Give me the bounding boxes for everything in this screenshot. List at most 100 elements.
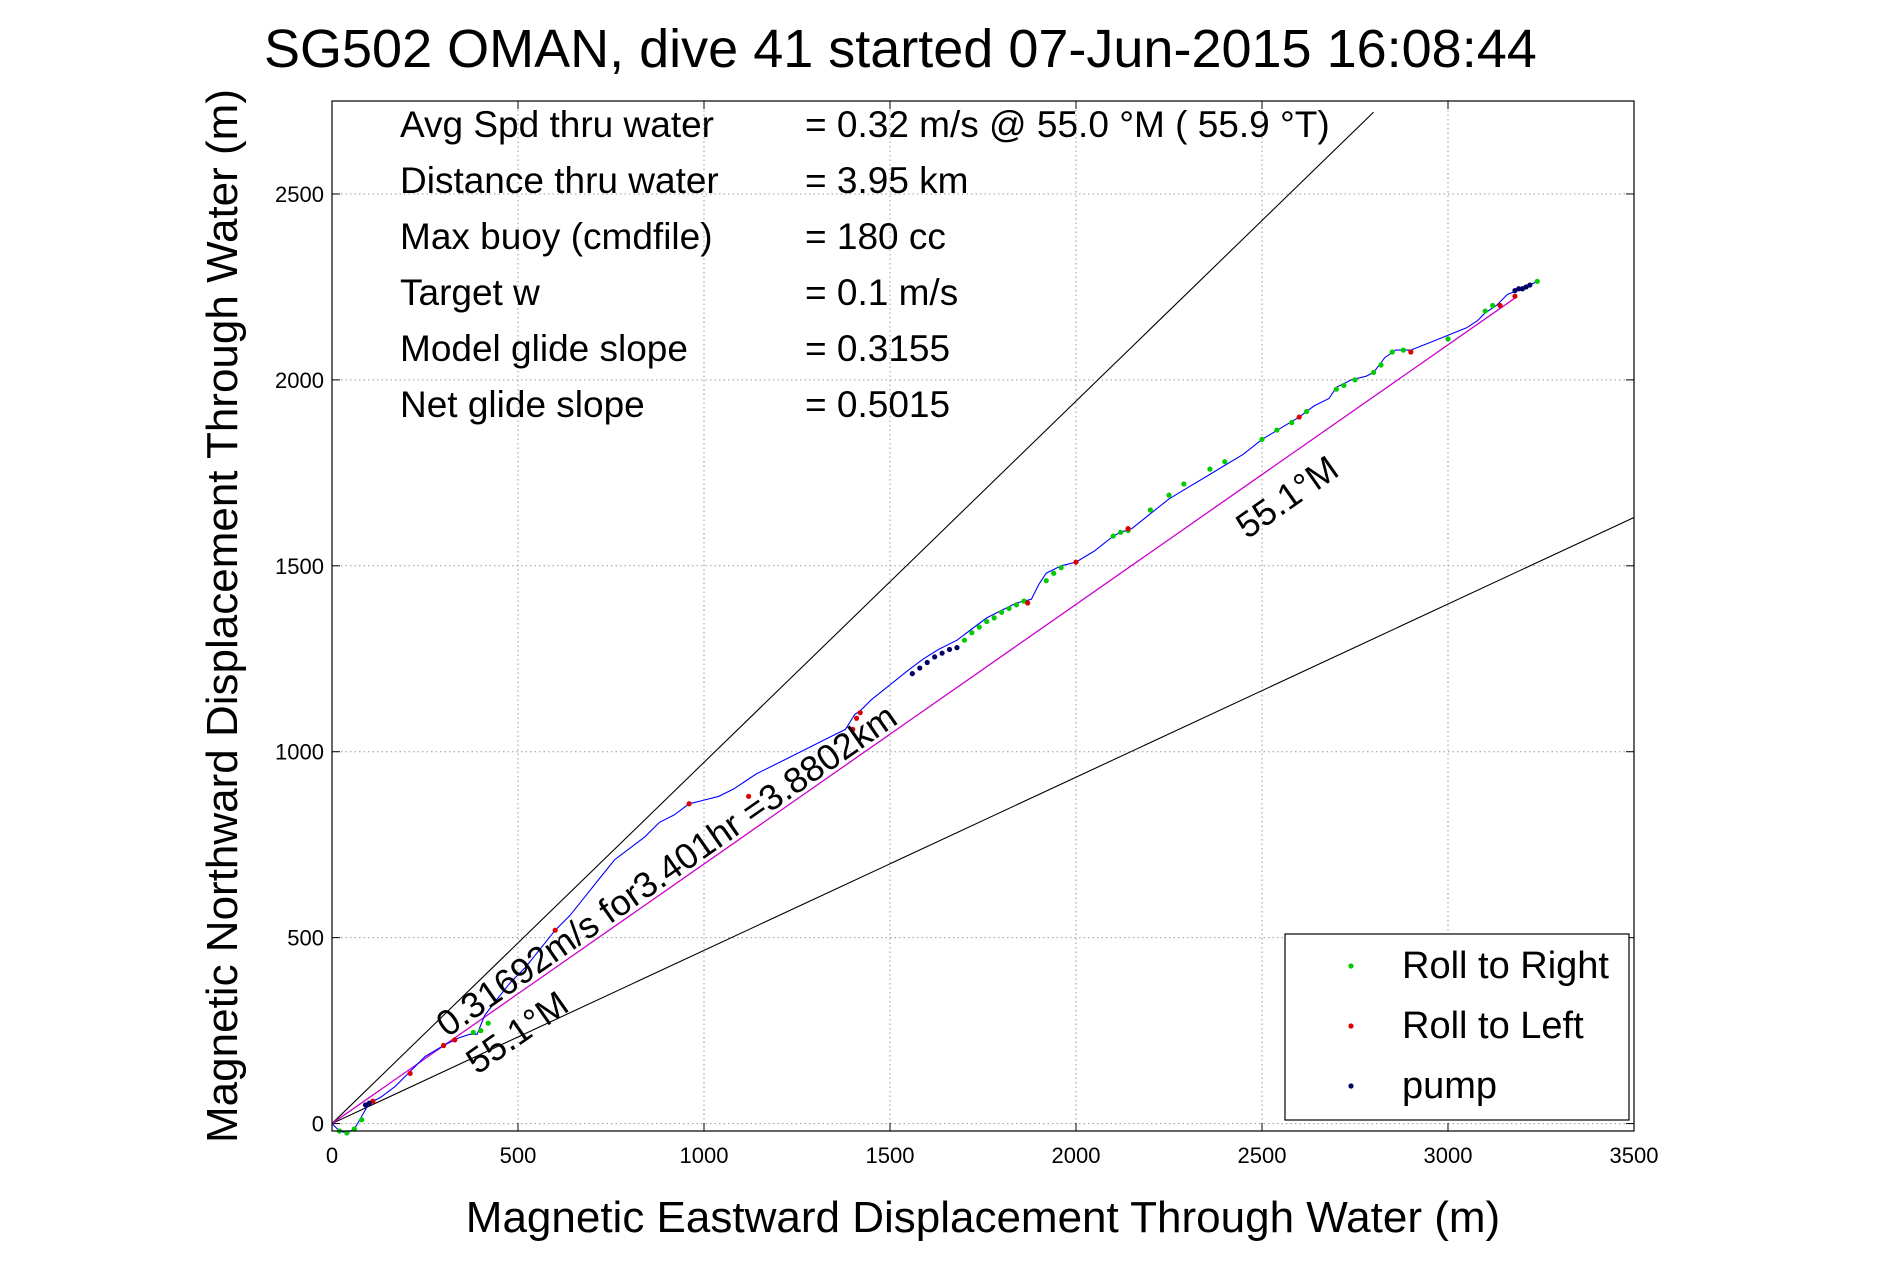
roll-to-left-point bbox=[1408, 349, 1414, 355]
roll-to-right-point bbox=[1181, 481, 1187, 487]
pump-point bbox=[924, 659, 930, 666]
pump-point bbox=[366, 1100, 372, 1106]
x-tick-label: 1000 bbox=[680, 1143, 729, 1168]
y-tick-label: 0 bbox=[312, 1112, 324, 1137]
x-tick-label: 1500 bbox=[866, 1143, 915, 1168]
info-value: = 0.3155 bbox=[805, 328, 950, 369]
roll-to-left-point bbox=[857, 710, 863, 716]
roll-to-right-point bbox=[1166, 492, 1172, 498]
plot-area: 0.31692m/s for3.401hr =3.8802km55.1°M55.… bbox=[331, 100, 1635, 1136]
roll-to-left-point bbox=[1512, 293, 1518, 299]
roll-to-right-point bbox=[1222, 459, 1228, 465]
x-tick-label: 2500 bbox=[1238, 1143, 1287, 1168]
info-value: = 0.1 m/s bbox=[805, 272, 958, 313]
pump-point bbox=[954, 645, 960, 651]
info-label: Model glide slope bbox=[400, 328, 688, 369]
roll-to-right-point bbox=[1110, 533, 1116, 539]
legend-marker bbox=[1348, 963, 1354, 969]
x-axis-label: Magnetic Eastward Displacement Through W… bbox=[466, 1193, 1500, 1242]
roll-to-right-point bbox=[969, 630, 975, 636]
reference-lines bbox=[331, 111, 1635, 1125]
roll-to-right-point bbox=[478, 1028, 484, 1034]
info-label: Net glide slope bbox=[400, 384, 645, 425]
info-label: Avg Spd thru water bbox=[400, 104, 714, 145]
roll-to-right-point bbox=[1445, 336, 1451, 342]
marks-layer bbox=[336, 278, 1540, 1136]
y-tick-label: 500 bbox=[287, 926, 324, 951]
legend-label: Roll to Right bbox=[1402, 945, 1609, 987]
y-tick-label: 2000 bbox=[275, 368, 324, 393]
info-box: Avg Spd thru water = 0.32 m/s @ 55.0 °M (… bbox=[400, 104, 1330, 425]
roll-to-left-point bbox=[407, 1070, 413, 1076]
roll-to-right-point bbox=[1289, 420, 1295, 426]
info-value: = 0.32 m/s @ 55.0 °M ( 55.9 °T) bbox=[805, 104, 1330, 145]
chart-title: SG502 OMAN, dive 41 started 07-Jun-2015 … bbox=[264, 19, 1537, 79]
info-value: = 180 cc bbox=[805, 216, 946, 257]
roll-to-left-point bbox=[441, 1042, 447, 1049]
roll-to-left-point bbox=[1125, 526, 1131, 532]
roll-to-right-point bbox=[1118, 529, 1124, 535]
roll-to-right-point bbox=[1006, 605, 1012, 612]
y-tick-label: 1500 bbox=[275, 554, 324, 579]
roll-to-right-point bbox=[470, 1029, 476, 1036]
roll-to-right-point bbox=[1051, 570, 1057, 576]
roll-to-left-point bbox=[850, 726, 856, 733]
x-tick-labels: 0 500 1000 1500 2000 2500 3000 3500 bbox=[326, 1143, 1659, 1168]
roll-to-right-point bbox=[1058, 565, 1064, 571]
x-tick-label: 3500 bbox=[1610, 1143, 1659, 1168]
pump-point bbox=[917, 665, 923, 671]
pump-point bbox=[932, 654, 938, 660]
pump-point bbox=[1516, 286, 1522, 292]
info-label: Max buoy (cmdfile) bbox=[400, 216, 713, 257]
roll-to-right-point bbox=[991, 615, 997, 621]
pump-point bbox=[946, 646, 953, 653]
roll-to-right-point bbox=[1490, 302, 1496, 309]
info-value: = 0.5015 bbox=[805, 384, 950, 425]
roll-to-right-point bbox=[984, 618, 990, 625]
roll-to-right-point bbox=[1147, 507, 1153, 513]
roll-to-left-point bbox=[452, 1037, 458, 1043]
roll-to-right-point bbox=[485, 1020, 491, 1026]
tick-marks bbox=[331, 101, 1635, 1131]
roll-to-right-point bbox=[1400, 347, 1406, 353]
info-label: Target w bbox=[400, 272, 540, 313]
roll-to-left-point bbox=[1497, 302, 1503, 309]
y-tick-label: 2500 bbox=[275, 182, 324, 207]
x-tick-label: 2000 bbox=[1052, 1143, 1101, 1168]
pump-point bbox=[909, 671, 915, 677]
roll-to-right-point bbox=[1341, 382, 1347, 389]
roll-to-right-point bbox=[1371, 369, 1377, 376]
roll-to-left-point bbox=[1073, 559, 1079, 565]
legend-label: Roll to Left bbox=[1402, 1005, 1584, 1047]
legend-marker bbox=[1348, 1023, 1354, 1029]
roll-to-right-point bbox=[961, 637, 968, 643]
roll-to-right-point bbox=[1534, 278, 1540, 284]
roll-to-left-point bbox=[686, 801, 692, 807]
y-tick-label: 1000 bbox=[275, 740, 324, 765]
roll-to-right-point bbox=[1043, 578, 1049, 584]
legend-frame bbox=[1284, 933, 1630, 1121]
roll-to-right-point bbox=[1389, 349, 1395, 355]
roll-to-right-point bbox=[1304, 408, 1310, 415]
x-tick-label: 3000 bbox=[1424, 1143, 1473, 1168]
roll-to-right-point bbox=[359, 1117, 365, 1123]
roll-to-right-point bbox=[1259, 436, 1265, 442]
pump-point bbox=[939, 650, 945, 656]
info-label: Distance thru water bbox=[400, 160, 719, 201]
y-axis-label: Magnetic Northward Displacement Through … bbox=[198, 89, 247, 1143]
roll-to-right-point bbox=[1207, 466, 1213, 472]
heading-reference-line bbox=[331, 111, 1374, 1124]
roll-to-left-point bbox=[552, 927, 558, 933]
roll-to-left-point bbox=[853, 715, 860, 721]
pump-point bbox=[1527, 282, 1533, 288]
roll-to-right-point bbox=[1274, 427, 1280, 433]
roll-to-right-point bbox=[1378, 362, 1384, 368]
legend-label: pump bbox=[1402, 1065, 1497, 1107]
roll-to-right-point bbox=[1013, 602, 1020, 608]
roll-to-left-point bbox=[1296, 414, 1302, 420]
roll-to-right-point bbox=[1482, 308, 1488, 314]
roll-to-left-point bbox=[746, 793, 752, 799]
x-tick-label: 0 bbox=[326, 1143, 338, 1168]
x-tick-label: 500 bbox=[500, 1143, 537, 1168]
